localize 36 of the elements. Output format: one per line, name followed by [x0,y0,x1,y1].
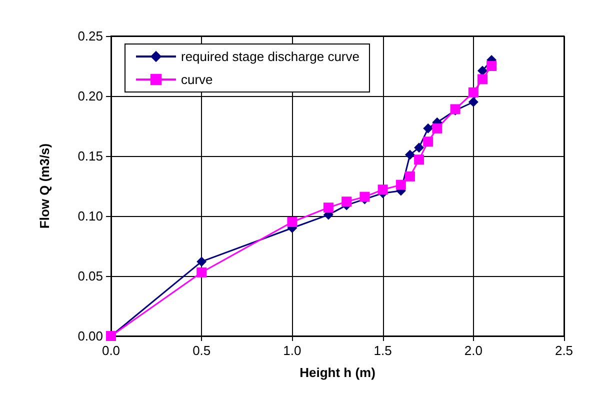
point [423,123,434,134]
point [404,171,415,182]
point [342,196,352,207]
point [414,142,424,153]
y-axis-title: Flow Q (m3/s) [37,143,52,229]
legend-label: required stage discharge curve [181,49,360,64]
point [423,136,434,147]
point [196,256,207,267]
point [477,74,488,84]
point [287,217,298,227]
y-tick-label: 0.10 [78,208,103,224]
y-tick-label: 0.00 [78,328,103,344]
x-tick-label: 2.0 [464,343,482,358]
point [396,180,406,190]
point [196,267,207,278]
point [323,202,334,213]
point [477,66,488,76]
point [468,97,478,107]
point [432,123,442,134]
legend-label: curve [181,72,213,87]
y-tick-label: 0.25 [78,28,103,44]
point [414,154,424,165]
x-tick-label: 0.5 [192,343,211,358]
y-tick-label: 0.15 [78,148,103,164]
point [378,184,388,195]
x-axis-title: Height h (m) [300,365,376,380]
point [468,87,478,98]
y-tick-label: 0.20 [78,88,103,104]
y-tick-label: 0.05 [78,268,103,284]
x-tick-label: 0.0 [102,343,120,358]
point [404,150,415,160]
point [486,61,497,71]
point [360,192,370,202]
x-tick-label: 1.5 [374,343,392,358]
x-tick-label: 2.5 [554,343,574,358]
x-tick-label: 1.0 [283,343,302,358]
